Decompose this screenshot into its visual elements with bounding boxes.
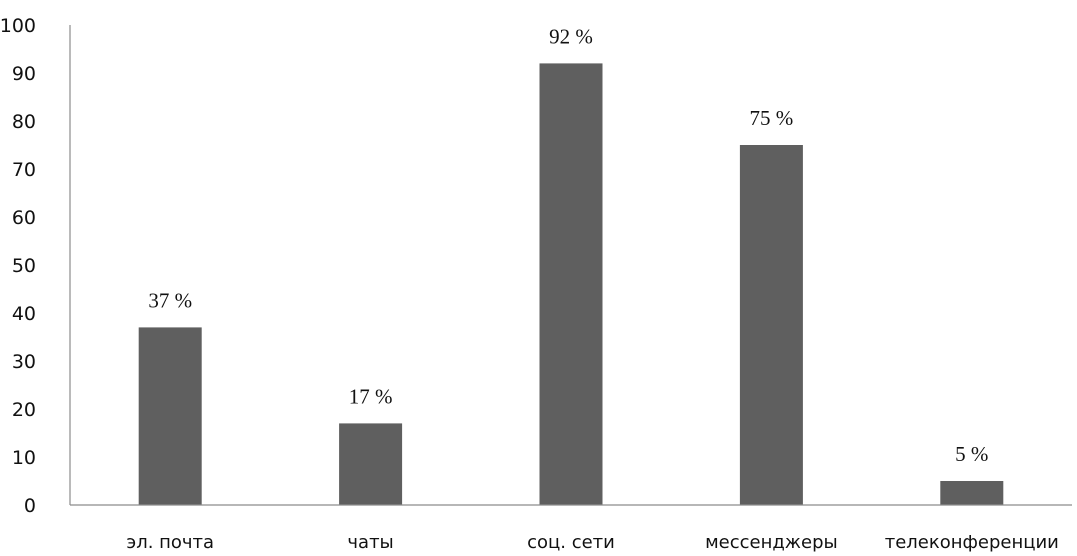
x-category-label: чаты xyxy=(347,532,393,553)
y-tick-label: 40 xyxy=(12,303,36,325)
bar xyxy=(138,327,202,505)
y-tick-label: 10 xyxy=(12,447,36,469)
y-tick-label: 0 xyxy=(24,495,36,517)
y-tick-label: 60 xyxy=(12,207,36,229)
bar xyxy=(739,145,803,505)
y-tick-label: 70 xyxy=(12,159,36,181)
bars: 37 % 17 % 92 % 75 % 5 % xyxy=(138,24,1004,506)
data-label: 92 % xyxy=(549,24,593,48)
data-label: 75 % xyxy=(750,106,794,130)
bar xyxy=(539,63,603,506)
bar xyxy=(339,423,403,505)
x-category-label: эл. почта xyxy=(126,532,214,553)
y-tick-label: 90 xyxy=(12,63,36,85)
data-label: 17 % xyxy=(349,384,393,408)
x-category-label: мессенджеры xyxy=(705,532,838,553)
x-category-label: соц. сети xyxy=(527,532,615,553)
x-axis: эл. почта чаты соц. сети мессенджеры телекон… xyxy=(70,504,1072,553)
data-label: 37 % xyxy=(148,288,192,312)
y-axis: 0 10 20 30 40 50 60 70 80 90 100 xyxy=(0,15,71,517)
y-tick-label: 20 xyxy=(12,399,36,421)
bar xyxy=(940,481,1004,505)
y-tick-label: 100 xyxy=(0,15,36,37)
y-tick-label: 50 xyxy=(12,255,36,277)
x-category-label: телеконференции xyxy=(885,532,1059,553)
data-label: 5 % xyxy=(955,442,988,466)
y-tick-label: 80 xyxy=(12,111,36,133)
y-tick-label: 30 xyxy=(12,351,36,373)
